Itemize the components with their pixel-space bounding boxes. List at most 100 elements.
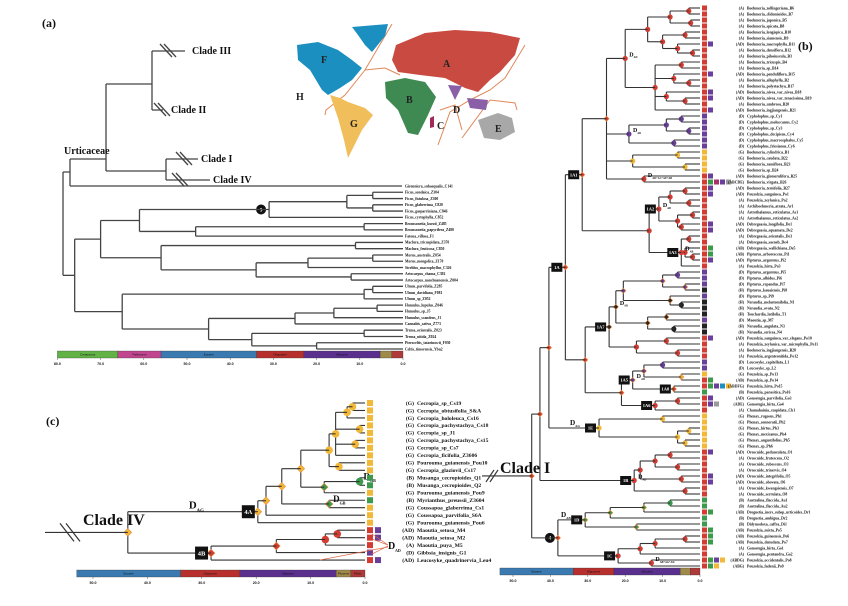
clade-box [571,515,583,525]
dispersal-label: D [648,173,653,179]
tip-region-code: (AD) [736,396,745,400]
tip-label: Pipturus_arborescens_Pi1 [747,252,790,256]
dispersal-label: D [629,52,634,58]
clade-box [568,170,580,180]
dispersal-lines [319,533,389,561]
tip-region-code: (G) [739,150,745,154]
tip-label: Pouzolzia_hirta_Po3 [747,264,781,268]
tip-region-code: (D) [739,138,745,142]
tip-region-code: (A) [739,234,745,238]
region-square [702,455,707,461]
region-square [702,113,707,119]
region-square [702,515,707,521]
biogeographic-region-map: F A B G C D E H [296,23,526,158]
axis-tick-label: 20.0 [622,579,629,583]
region-square [702,317,707,323]
tip-region-code: (G) [406,452,414,459]
region-square [702,167,707,173]
clade-box-label: 1D [574,517,580,522]
tip-label: Boehmeria_longispica_B10 [747,30,791,34]
region-square [702,221,707,227]
tip-region-code: (G) [406,422,414,429]
clade-box-label: 1A7 [597,325,605,330]
tip-label: Debregeasia_squamata_De2 [747,228,793,232]
tip-region-code: (AD) [736,108,745,112]
tip-region-code: (A) [739,78,745,82]
tip-label: Neraudia_angulata_N3 [747,324,785,328]
node-ancestral-area-marker [663,93,669,100]
node-number-text: 5 [260,208,263,213]
tip-label: Oreocnide_kwangsiensis_O7 [747,486,794,490]
dispersal-subscript: GB [370,478,376,483]
region-square [367,497,373,504]
epoch-label: Oligocene [273,353,287,357]
clade-box-label: 1A5 [620,378,628,383]
tip-label: Debregeasia_longifolia_De1 [747,222,792,226]
region-square [708,401,713,407]
clade-box [667,248,679,257]
clade-box [595,322,607,332]
map-label-h: H [296,92,304,103]
region-square [702,95,707,101]
region-square [702,257,707,263]
node-ancestral-area-marker [331,430,340,438]
tip-label: Boehmeria_zollingeriana_B6 [747,6,794,10]
tip-label: Trema_nitida_Z024 [405,335,436,339]
tip-label: Gonostegia_hirta_Go4 [747,402,784,406]
region-square [702,359,707,365]
tip-region-code: (G) [406,512,414,519]
tip-label: Maoutia_setosa_M4 [417,528,465,534]
region-square [708,227,713,233]
tip-region-code: (A) [739,240,745,244]
tip-label: Oreocnide_obovata_O6 [747,480,785,484]
axis-tick-label: 40.0 [227,362,234,366]
region-square [702,209,707,215]
tip-label: Coussapoa_parvifolia_S6A [417,513,482,519]
region-square [702,461,707,467]
region-square [702,551,707,557]
map-area-greenland [352,24,388,52]
panel-c-time-axis: Eocene Oligocene Miocene Pliocene Pleist. 50.… [76,569,368,585]
region-square [702,251,707,257]
tip-label: Boehmeria_clidemioides_B7 [747,12,793,16]
axis-tick-label: 10.0 [307,581,314,585]
tip-label: Pourouma_guianensis_Pou9 [417,491,485,497]
branch-break-mark [59,523,81,542]
tip-label: Ficus_fistulosa_Z300 [405,197,438,201]
tip-region-code: (A) [739,24,745,28]
clade-i-label: Clade I [500,460,550,477]
tip-region-code: (G) [739,372,745,376]
tip-label: Celtis_timorensis_Ybn2 [405,347,443,351]
epoch-label: Oligocene [587,570,601,574]
tip-region-code: (AB) [736,528,745,532]
tip-region-code: (D) [739,120,745,124]
node-ancestral-area-marker [637,467,643,473]
tip-label: Pteroceltis_tatarinowii_F030 [405,341,451,345]
region-square [708,71,713,77]
region-square [702,89,707,95]
tip-region-code: (AD) [736,192,745,196]
tip-region-code: (A) [739,492,745,496]
tip-label: Cypholophus_sp_Cy1 [747,114,783,118]
region-square [708,89,713,95]
clade-box [585,423,597,433]
region-square [708,539,713,545]
region-square [702,371,707,377]
tip-region-code: (A) [739,18,745,22]
region-square [702,269,707,275]
region-square [367,407,373,414]
tip-region-code: (AB) [736,252,745,256]
tip-label: Pouzolzia_parasitica_Po16 [747,390,791,394]
tip-region-code: (AD) [736,72,745,76]
region-square [702,329,707,335]
region-square [367,482,373,489]
tip-label: Boehmeria_sp_B14 [747,66,779,70]
region-square [702,521,707,527]
region-square [702,509,707,515]
node-ancestral-area-marker [626,131,632,137]
map-area-eurasia [392,30,520,92]
tip-region-code: (A) [406,542,414,549]
tip-label: Streblus_macrophyllus_C326 [405,266,452,270]
node-ancestral-area-marker [678,476,684,482]
node-ancestral-area-marker [674,152,681,158]
